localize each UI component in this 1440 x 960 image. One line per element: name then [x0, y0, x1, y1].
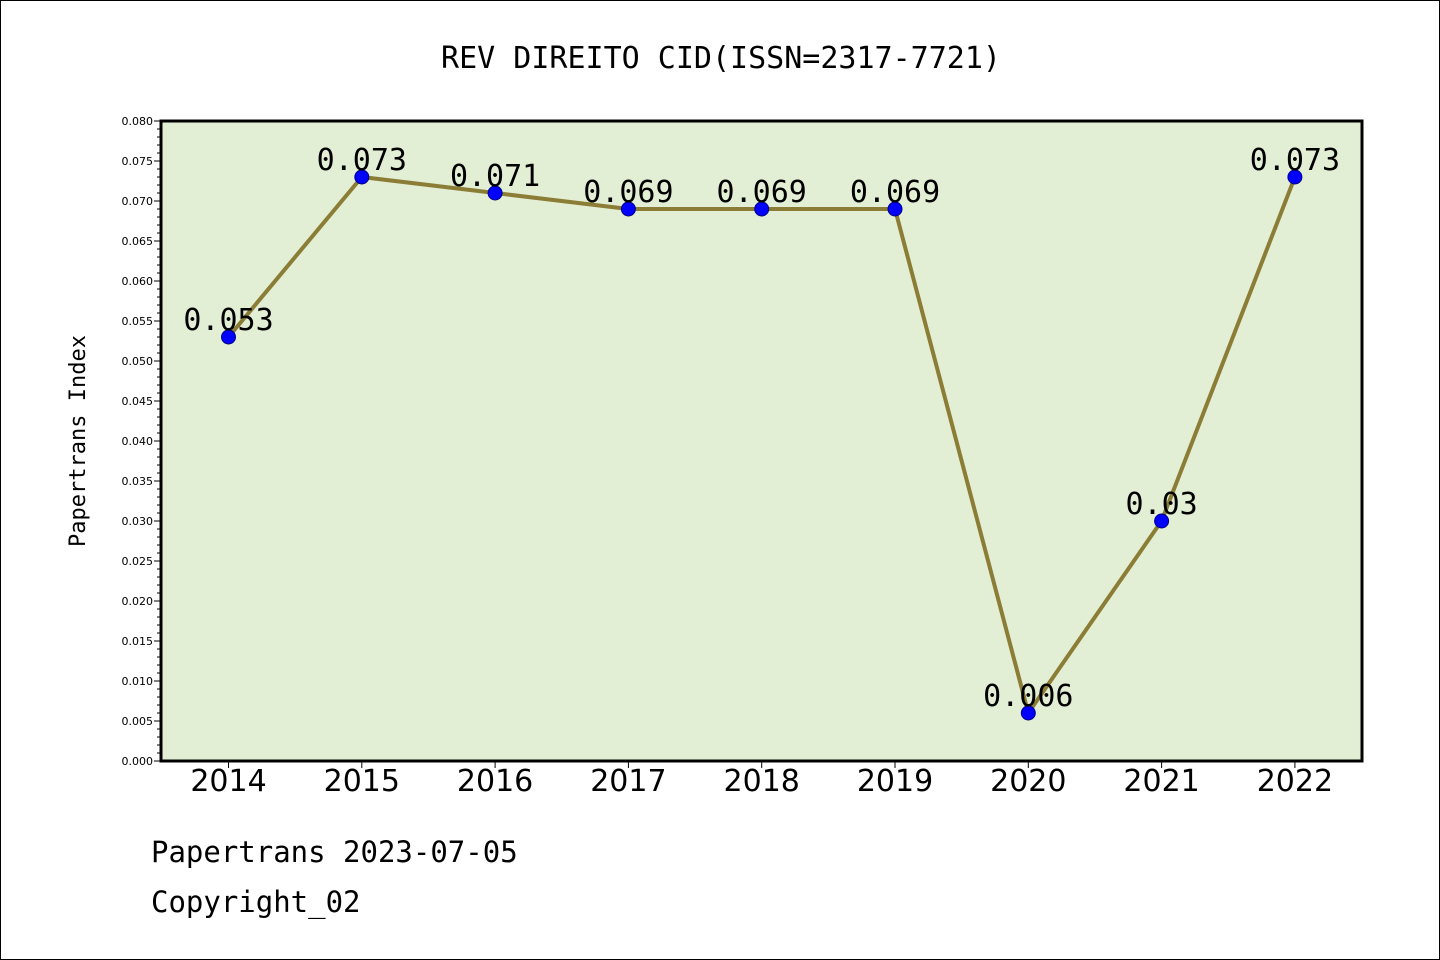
y-tick-label: 0.035	[122, 475, 154, 488]
data-markers	[221, 169, 1303, 721]
data-point	[887, 201, 903, 217]
data-point	[1020, 705, 1036, 721]
y-tick-label: 0.000	[122, 755, 154, 768]
y-tick-label: 0.015	[122, 635, 154, 648]
data-point	[1154, 513, 1170, 529]
data-point	[221, 329, 236, 345]
x-tick-label: 2020	[990, 764, 1066, 799]
data-labels: 0.053 0.073 0.071 0.069 0.069 0.069 0.006 0.03 0…	[183, 143, 1340, 714]
x-tick-label: 2019	[857, 764, 933, 799]
y-tick-label: 0.025	[122, 555, 154, 568]
y-tick-label: 0.065	[122, 235, 154, 248]
x-tick-label: 2016	[457, 764, 533, 799]
x-tick-label: 2017	[590, 764, 666, 799]
y-tick-label: 0.040	[122, 435, 154, 448]
y-tick-label: 0.030	[122, 515, 154, 528]
data-label: 0.073	[317, 143, 407, 178]
y-tick-label: 0.010	[122, 675, 154, 688]
y-tick-label: 0.080	[122, 115, 154, 128]
plot-area	[161, 121, 1362, 761]
footer-date: Papertrans 2023-07-05	[151, 835, 518, 869]
data-label: 0.069	[850, 175, 940, 210]
x-tick-label: 2015	[324, 764, 400, 799]
y-tick-label: 0.075	[122, 155, 154, 168]
y-tick-label: 0.070	[122, 195, 154, 208]
data-label: 0.006	[983, 679, 1073, 714]
y-tick-label: 0.060	[122, 275, 154, 288]
y-tick-label: 0.005	[122, 715, 154, 728]
data-label: 0.071	[450, 159, 540, 194]
y-tick-label: 0.055	[122, 315, 154, 328]
plot-frame	[159, 119, 1364, 763]
x-tick-label: 2018	[724, 764, 800, 799]
y-axis-label: Papertrans Index	[66, 335, 91, 547]
y-tick-label: 0.050	[122, 355, 154, 368]
x-tick-label: 2022	[1257, 764, 1333, 799]
x-axis: 2014 2015 2016 2017 2018 2019 2020 2021 2022	[190, 761, 1333, 799]
y-tick-label: 0.045	[122, 395, 154, 408]
x-tick-label: 2014	[190, 764, 266, 799]
data-label: 0.069	[717, 175, 807, 210]
y-axis: 0.000 0.005 0.010 0.015 0.020 0.025 0.030 0.035…	[122, 115, 161, 768]
y-tick-label: 0.020	[122, 595, 154, 608]
data-point	[754, 201, 770, 217]
data-point	[487, 185, 503, 201]
data-point	[1287, 169, 1303, 185]
data-label: 0.069	[583, 175, 673, 210]
chart-title: REV DIREITO CID(ISSN=2317-7721)	[441, 41, 1001, 76]
x-tick-label: 2021	[1123, 764, 1199, 799]
data-point	[620, 201, 636, 217]
data-point	[354, 169, 370, 185]
footer-copyright: Copyright_02	[151, 885, 361, 919]
data-label: 0.053	[183, 303, 273, 338]
data-label: 0.073	[1250, 143, 1340, 178]
data-label: 0.03	[1125, 487, 1197, 522]
